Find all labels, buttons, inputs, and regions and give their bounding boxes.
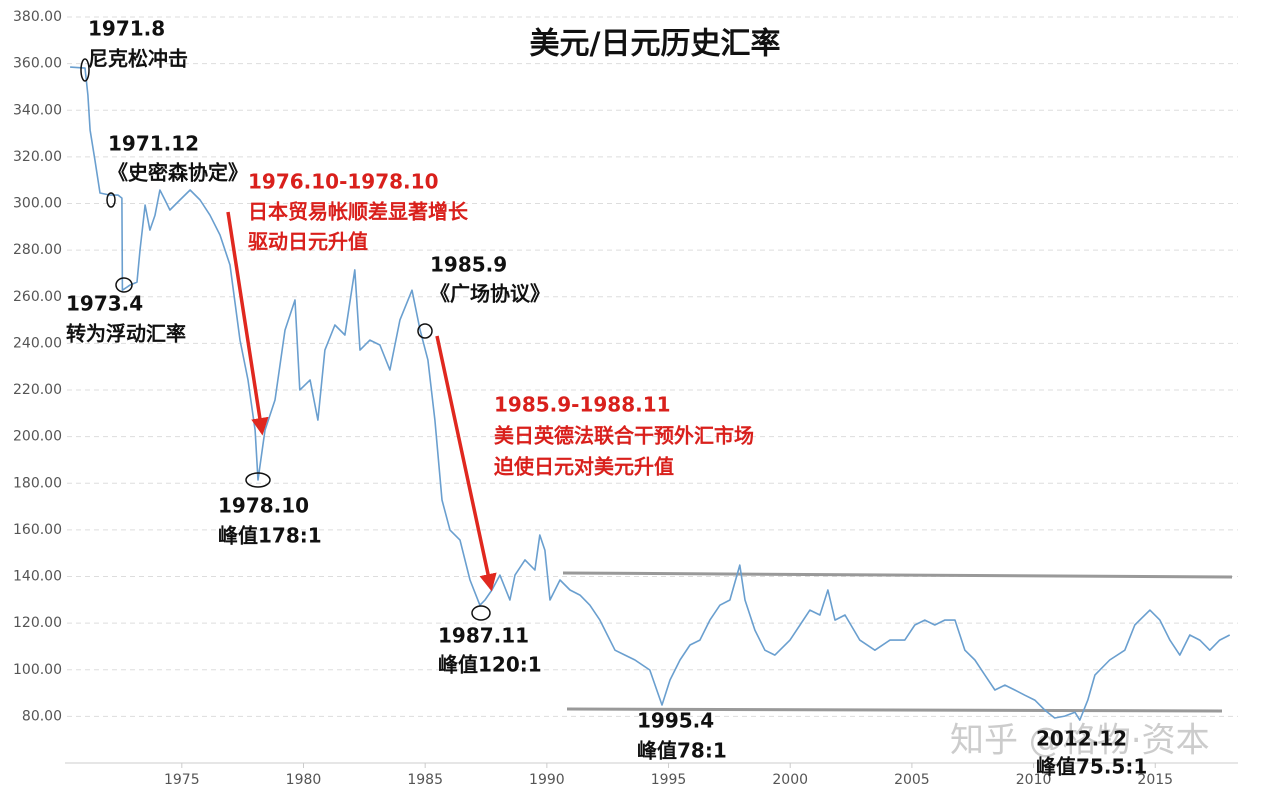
circle [417,323,433,339]
annotation: 峰值78:1 [637,739,727,763]
channel-bottom [566,707,1223,713]
x-tick-label: 1990 [529,772,565,788]
x-tick-label: 2005 [894,772,930,788]
x-tick-label: 1975 [164,772,200,788]
circle [80,58,90,82]
x-tick-label: 2015 [1137,772,1173,788]
annotation: 1985.9 [430,253,507,277]
y-tick-label: 300.00 [13,196,62,212]
annotation: 1976.10-1978.10 [248,170,439,194]
annotation: 峰值75.5:1 [1036,755,1147,779]
channel-top [562,571,1233,579]
x-tick-label: 2010 [1016,772,1052,788]
x-tick-label: 2000 [772,772,808,788]
y-tick-label: 200.00 [13,429,62,445]
annotation: 2012.12 [1036,727,1127,751]
y-tick-label: 180.00 [13,475,62,491]
y-tick-label: 320.00 [13,149,62,165]
x-tick-label: 1980 [286,772,322,788]
arrow [435,335,497,592]
y-tick-label: 80.00 [22,708,62,724]
circle [245,472,271,488]
annotation: 1985.9-1988.11 [494,393,671,417]
y-tick-label: 160.00 [13,522,62,538]
annotation: 日本贸易帐顺差显著增长 [248,200,469,224]
annotation: 1971.8 [88,17,165,41]
annotation: 转为浮动汇率 [66,322,186,346]
x-tick-label: 1995 [651,772,687,788]
annotation: 1987.11 [438,624,529,648]
arrow [226,211,269,436]
chart-title: 美元/日元历史汇率 [530,27,781,62]
y-tick-label: 360.00 [13,56,62,72]
annotation: 峰值120:1 [438,653,542,677]
annotation: 1973.4 [66,292,143,316]
watermark: 知乎 @格物·资本 [950,721,1210,761]
annotation: 1971.12 [108,132,199,156]
plot [70,66,1231,721]
grid: 80.00 100.00 120.00 140.00 160.00 180.00 200.0… [13,9,1238,788]
circle [115,277,133,293]
annotation: 1995.4 [637,709,714,733]
y-tick-label: 280.00 [13,242,62,258]
annotation: 尼克松冲击 [88,47,188,71]
annotation: 1978.10 [218,494,309,518]
annotation: 峰值178:1 [218,524,322,548]
markers [80,58,491,621]
annotation: 驱动日元升值 [248,230,368,254]
y-tick-label: 140.00 [13,569,62,585]
y-tick-label: 340.00 [13,102,62,118]
y-tick-label: 100.00 [13,662,62,678]
annotation: 《广场协议》 [430,282,550,306]
x-tick-label: 1985 [407,772,443,788]
circle [106,192,116,208]
line [70,66,1231,721]
y-tick-label: 240.00 [13,335,62,351]
y-tick-label: 260.00 [13,289,62,305]
y-tick-label: 380.00 [13,9,62,25]
y-tick-label: 220.00 [13,382,62,398]
annotation: 美日英德法联合干预外汇市场 [494,424,754,448]
annotation: 《史密森协定》 [108,161,248,185]
annotation: 迫使日元对美元升值 [493,455,674,479]
y-tick-label: 120.00 [13,615,62,631]
circle [471,605,491,621]
